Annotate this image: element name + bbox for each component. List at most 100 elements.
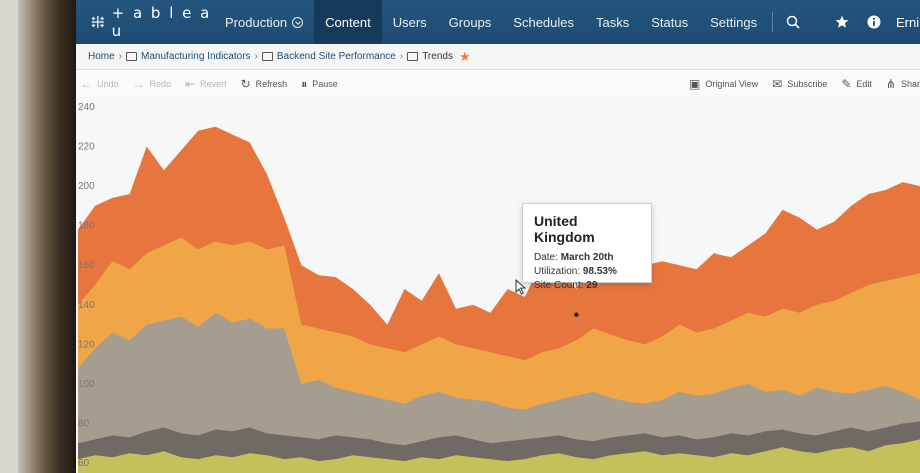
breadcrumb-separator: › (254, 51, 258, 62)
tooltip-sitecount-row: Site Count: 29 (534, 279, 640, 293)
nav-divider (772, 12, 774, 32)
share-icon: ⋔ (885, 77, 896, 91)
y-tick-label: 160 (78, 260, 95, 271)
subscribe-label: Subscribe (787, 79, 828, 89)
y-tick-label: 80 (78, 419, 90, 430)
nav-users[interactable]: Users (382, 0, 438, 44)
y-tick-label: 100 (78, 379, 95, 390)
search-icon (786, 15, 800, 29)
nav-status-label: Status (651, 14, 689, 30)
nav-content[interactable]: Content (314, 0, 382, 44)
revert-label: Revert (200, 79, 227, 89)
y-tick-label: 240 (78, 102, 95, 113)
tableau-logo[interactable]: + a b l e a u (90, 4, 214, 40)
nav-groups[interactable]: Groups (438, 0, 503, 44)
chevron-down-icon (292, 16, 304, 28)
tooltip-sitecount-value: 29 (586, 280, 598, 291)
y-tick-label: 200 (78, 181, 95, 192)
revert-icon: ⇤ (185, 77, 196, 91)
refresh-icon: ↻ (240, 77, 251, 91)
star-icon (835, 15, 849, 28)
mail-icon: ✉ (772, 77, 783, 91)
breadcrumb: Home › Manufacturing Indicators › Backen… (76, 44, 920, 70)
breadcrumb-project[interactable]: Manufacturing Indicators (141, 51, 251, 62)
redo-button[interactable]: → Redo (133, 77, 172, 91)
tooltip-date-row: Date: March 20th (534, 251, 640, 265)
tableau-logo-icon (91, 15, 104, 29)
y-tick-label: 220 (78, 141, 95, 152)
nav-tasks[interactable]: Tasks (585, 0, 640, 44)
toolbar-right-group: ▣ Original View ✉ Subscribe ✎ Edit ⋔ Sha… (689, 77, 920, 91)
revert-button[interactable]: ⇤ Revert (185, 77, 227, 91)
tooltip-title: United Kingdom (534, 213, 595, 245)
hover-point-marker (574, 312, 579, 317)
nav-groups-label: Groups (448, 14, 492, 30)
refresh-button[interactable]: ↻ Refresh (241, 77, 288, 91)
undo-button[interactable]: ← Undo (80, 77, 119, 91)
nav-right-group: Erni (826, 0, 920, 44)
edit-label: Edit (856, 79, 872, 89)
refresh-label: Refresh (255, 79, 288, 89)
pause-label: Pause (312, 79, 338, 89)
favorites-button[interactable] (826, 0, 858, 44)
share-button[interactable]: ⋔ Shar (886, 77, 920, 91)
nav-users-label: Users (392, 14, 427, 30)
y-tick-label: 60 (78, 458, 90, 469)
mouse-cursor-icon (515, 278, 527, 295)
nav-schedules-label: Schedules (513, 14, 575, 30)
undo-icon: ← (80, 77, 92, 91)
favorite-star-icon[interactable]: ★ (458, 48, 471, 64)
tooltip-utilization-row: Utilization: 98.53% (534, 265, 640, 279)
tableau-screen: + a b l e a u Production Content Users G… (76, 0, 920, 473)
view-icon (407, 52, 419, 61)
user-menu[interactable]: Erni (896, 14, 920, 30)
nav-settings-label: Settings (710, 14, 758, 30)
tooltip-utilization-label: Utilization: (534, 266, 581, 277)
breadcrumb-separator: › (118, 51, 123, 62)
tooltip-date-value: March 20th (560, 252, 614, 263)
monitor-bezel (18, 0, 78, 473)
nav-content-label: Content (325, 14, 371, 30)
area-series-0[interactable] (78, 439, 920, 473)
breadcrumb-view: Trends (422, 51, 453, 62)
share-label: Shar (900, 79, 920, 89)
pencil-icon: ✎ (841, 77, 852, 91)
search-button[interactable] (777, 0, 809, 44)
logo-text: + a b l e a u (111, 4, 212, 40)
nav-production[interactable]: Production (214, 0, 314, 44)
top-nav-bar: + a b l e a u Production Content Users G… (76, 0, 920, 44)
folder-icon (126, 52, 138, 61)
nav-settings[interactable]: Settings (699, 0, 768, 44)
redo-label: Redo (149, 79, 172, 89)
redo-icon: → (132, 77, 145, 91)
info-button[interactable] (858, 0, 890, 44)
nav-schedules[interactable]: Schedules (502, 0, 585, 44)
pause-button[interactable]: ⏸ Pause (301, 77, 338, 92)
y-tick-label: 120 (78, 339, 95, 350)
pause-icon: ⏸ (301, 76, 308, 91)
tooltip-utilization-value: 98.53% (582, 266, 617, 277)
chart-svg: 60 80 100 120 140 160 180 200 220 240 (76, 97, 920, 473)
workbook-icon (261, 52, 273, 61)
undo-label: Undo (97, 79, 119, 89)
breadcrumb-workbook[interactable]: Backend Site Performance (276, 51, 396, 62)
info-icon (867, 15, 881, 29)
subscribe-button[interactable]: ✉ Subscribe (772, 77, 827, 91)
original-view-button[interactable]: ▣ Original View (689, 77, 758, 91)
y-tick-label: 140 (78, 300, 95, 311)
original-view-icon: ▣ (689, 77, 701, 91)
tooltip-sitecount-label: Site Count: (534, 280, 584, 291)
nav-tasks-label: Tasks (596, 14, 630, 30)
view-toolbar: ← Undo → Redo ⇤ Revert ↻ Refresh ⏸ Pause… (76, 71, 920, 97)
original-view-label: Original View (705, 79, 759, 89)
y-tick-label: 180 (78, 221, 95, 232)
tooltip-date-label: Date: (534, 252, 558, 263)
edit-button[interactable]: ✎ Edit (841, 77, 872, 91)
stacked-area-chart[interactable]: 60 80 100 120 140 160 180 200 220 240 (76, 97, 920, 473)
nav-production-label: Production (225, 14, 288, 30)
area-series-2[interactable] (78, 312, 920, 473)
chart-tooltip: United Kingdom Date: March 20th Utilizat… (522, 203, 652, 291)
nav-status[interactable]: Status (640, 0, 699, 44)
breadcrumb-separator: › (399, 51, 404, 62)
breadcrumb-home[interactable]: Home (88, 51, 115, 62)
